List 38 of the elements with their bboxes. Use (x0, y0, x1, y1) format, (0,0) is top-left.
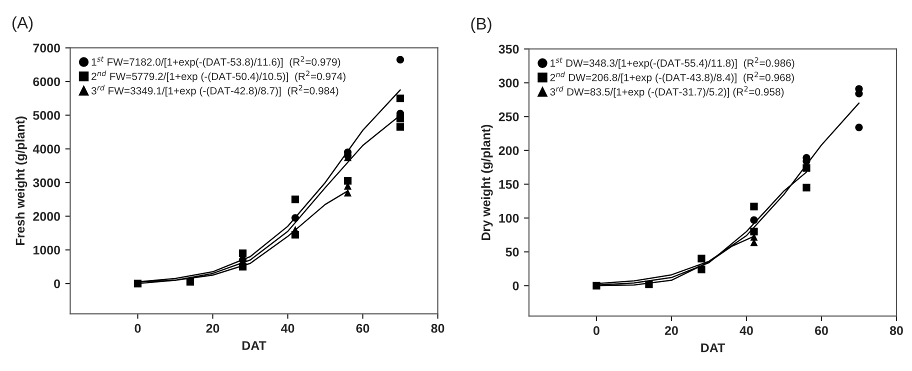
y-tick-label: 1000 (33, 246, 60, 255)
y-tick-label: 2000 (33, 212, 60, 221)
y-tick-label: 300 (498, 78, 519, 88)
y-tick-label: 250 (498, 112, 519, 122)
x-tick-label: 80 (890, 326, 903, 335)
legend-label: 2$^{nd}$ FW=5779.2/[1+exp (-(DAT-50.4)/10.5)] (R$^{2}$=0.974) (92, 70, 346, 82)
x-tick-label: 40 (740, 326, 753, 335)
legend-label: 2$^{nd}$ DW=206.8/[1+exp (-(DAT-43.8)/8.4)] (R$^{2}$=0.968) (550, 72, 794, 84)
x-tick-label: 20 (206, 324, 220, 333)
x-tick-label: 60 (356, 324, 370, 333)
x-tick-label: 40 (280, 324, 294, 333)
y-tick-label: 200 (498, 146, 519, 156)
x-axis-title: DAT (242, 341, 266, 350)
x-tick-label: 80 (431, 324, 444, 333)
x-tick-label: 60 (814, 326, 828, 335)
y-tick-label: 0 (54, 279, 60, 288)
y-tick-label: 350 (498, 44, 519, 54)
y-axis-title: Fresh weight (g/plant) (15, 116, 28, 245)
y-tick-label: 3000 (32, 178, 60, 188)
y-tick-label: 50 (506, 248, 519, 256)
chart-title: (B) (471, 17, 492, 33)
y-tick-label: 5000 (33, 111, 60, 120)
legend-label: 1$^{st}$ DW=348.3/[1+exp(-(DAT-55.4)/11.8)] (R$^{2}$=0.986) (550, 57, 794, 69)
y-tick-label: 6000 (33, 77, 60, 86)
x-tick-label: 20 (664, 326, 678, 335)
legend-label: 1$^{st}$ FW=7182.0/[1+exp(-(DAT-53.8)/11.6)] (R$^{2}$=0.979) (92, 56, 340, 68)
chart-title: (A) (12, 16, 33, 32)
legend-label: 3$^{rd}$ DW=83.5/[1+exp (-(DAT-31.7)/5.2)] (R$^{2}$=0.958) (550, 86, 784, 98)
legend-label: 3$^{rd}$ FW=3349.1/[1+exp (-(DAT-42.8)/8.7)] (R$^{2}$=0.984) (91, 84, 338, 97)
x-axis-title: DAT (701, 343, 725, 352)
y-axis-title: Dry weight (g/plant) (481, 124, 493, 240)
x-tick-label: 0 (593, 326, 600, 335)
x-tick-label: 0 (134, 324, 141, 333)
y-tick-label: 100 (499, 214, 519, 223)
y-tick-label: 7000 (33, 44, 60, 53)
y-tick-label: 0 (512, 281, 519, 290)
y-tick-label: 150 (499, 180, 519, 189)
y-tick-label: 4000 (32, 144, 60, 154)
